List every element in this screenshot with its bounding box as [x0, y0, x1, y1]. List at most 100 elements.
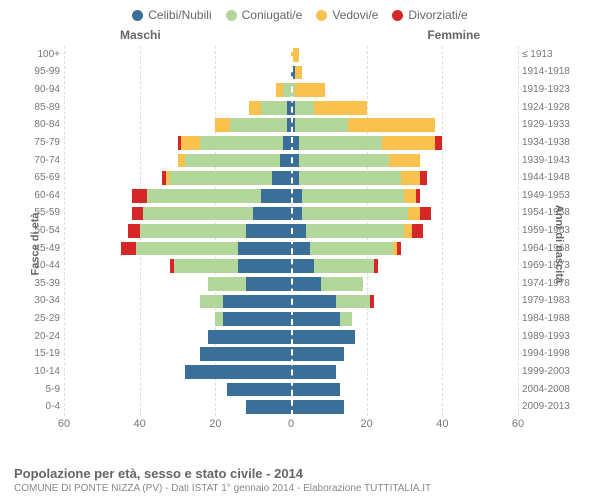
bar-segment — [280, 154, 291, 168]
birth-year-label: 1979-1983 — [522, 296, 600, 306]
bar-segment — [238, 259, 291, 273]
bar-segment — [223, 312, 291, 326]
bar-segment — [291, 400, 344, 414]
bar-segment — [143, 207, 253, 221]
male-bar — [64, 83, 291, 97]
female-bar — [291, 83, 518, 97]
bar-segment — [408, 207, 419, 221]
female-bar — [291, 242, 518, 256]
y-axis-birth-labels: ≤ 19131914-19181919-19231924-19281929-19… — [522, 46, 600, 416]
female-bar — [291, 259, 518, 273]
bar-segment — [132, 207, 143, 221]
bar-segment — [200, 295, 223, 309]
bar-segment — [348, 118, 435, 132]
bar-segment — [314, 101, 367, 115]
legend-item: Vedovi/e — [316, 8, 378, 22]
bar-segment — [401, 171, 420, 185]
female-bar — [291, 154, 518, 168]
bar-segment — [215, 118, 230, 132]
bar-segment — [253, 207, 291, 221]
age-label: 60-64 — [0, 191, 60, 201]
female-bar — [291, 171, 518, 185]
female-bar — [291, 277, 518, 291]
bar-segment — [420, 207, 431, 221]
age-label: 25-29 — [0, 314, 60, 324]
bar-segment — [321, 277, 363, 291]
x-tick-label: 20 — [209, 418, 221, 430]
bar-segment — [299, 154, 390, 168]
birth-year-label: 1914-1918 — [522, 67, 600, 77]
male-bar — [64, 118, 291, 132]
bar-segment — [374, 259, 378, 273]
age-label: 95-99 — [0, 67, 60, 77]
birth-year-label: 1984-1988 — [522, 314, 600, 324]
bar-segment — [291, 383, 340, 397]
birth-year-label: 1959-1963 — [522, 226, 600, 236]
bar-segment — [238, 242, 291, 256]
female-bar — [291, 207, 518, 221]
bar-segment — [261, 189, 291, 203]
age-label: 30-34 — [0, 296, 60, 306]
bar-segment — [178, 154, 186, 168]
birth-year-label: 1989-1993 — [522, 332, 600, 342]
birth-year-label: 1939-1943 — [522, 156, 600, 166]
legend-item: Celibi/Nubili — [132, 8, 211, 22]
bar-segment — [132, 189, 147, 203]
bar-segment — [295, 118, 348, 132]
bar-segment — [291, 224, 306, 238]
male-bar — [64, 277, 291, 291]
bar-segment — [272, 171, 291, 185]
bar-segment — [283, 136, 291, 150]
male-bar — [64, 136, 291, 150]
female-bar — [291, 312, 518, 326]
birth-year-label: 1949-1953 — [522, 191, 600, 201]
chart-subtitle: COMUNE DI PONTE NIZZA (PV) - Dati ISTAT … — [14, 483, 431, 494]
bar-segment — [295, 101, 314, 115]
bar-segment — [420, 171, 428, 185]
bar-segment — [208, 330, 291, 344]
bar-segment — [291, 295, 336, 309]
chart-title: Popolazione per età, sesso e stato civil… — [14, 466, 431, 481]
bar-segment — [185, 365, 291, 379]
bar-segment — [208, 277, 246, 291]
male-label: Maschi — [120, 28, 161, 42]
chart-footer: Popolazione per età, sesso e stato civil… — [14, 466, 431, 494]
legend-label: Celibi/Nubili — [148, 8, 211, 22]
bar-segment — [181, 136, 200, 150]
male-bar — [64, 259, 291, 273]
birth-year-label: 1934-1938 — [522, 138, 600, 148]
bar-segment — [336, 295, 370, 309]
age-label: 5-9 — [0, 385, 60, 395]
male-bar — [64, 154, 291, 168]
bar-segment — [382, 136, 435, 150]
bar-segment — [295, 83, 325, 97]
age-label: 100+ — [0, 50, 60, 60]
bar-segment — [404, 224, 412, 238]
female-bar — [291, 330, 518, 344]
female-bar — [291, 295, 518, 309]
bar-segment — [223, 295, 291, 309]
birth-year-label: 1999-2003 — [522, 367, 600, 377]
age-label: 10-14 — [0, 367, 60, 377]
male-bar — [64, 295, 291, 309]
birth-year-label: 1974-1978 — [522, 279, 600, 289]
male-bar — [64, 66, 291, 80]
x-tick-label: 40 — [436, 418, 448, 430]
bar-segment — [416, 189, 420, 203]
x-tick-label: 40 — [134, 418, 146, 430]
bar-segment — [174, 259, 238, 273]
x-axis-labels: 6040200204060 — [64, 418, 518, 432]
bar-segment — [291, 330, 355, 344]
age-label: 75-79 — [0, 138, 60, 148]
male-bar — [64, 330, 291, 344]
legend-swatch — [132, 10, 143, 21]
male-bar — [64, 312, 291, 326]
gridline — [518, 46, 519, 416]
female-bar — [291, 48, 518, 62]
bar-segment — [291, 365, 336, 379]
female-bar — [291, 136, 518, 150]
male-bar — [64, 400, 291, 414]
bar-segment — [170, 171, 272, 185]
age-label: 35-39 — [0, 279, 60, 289]
bar-segment — [291, 277, 321, 291]
